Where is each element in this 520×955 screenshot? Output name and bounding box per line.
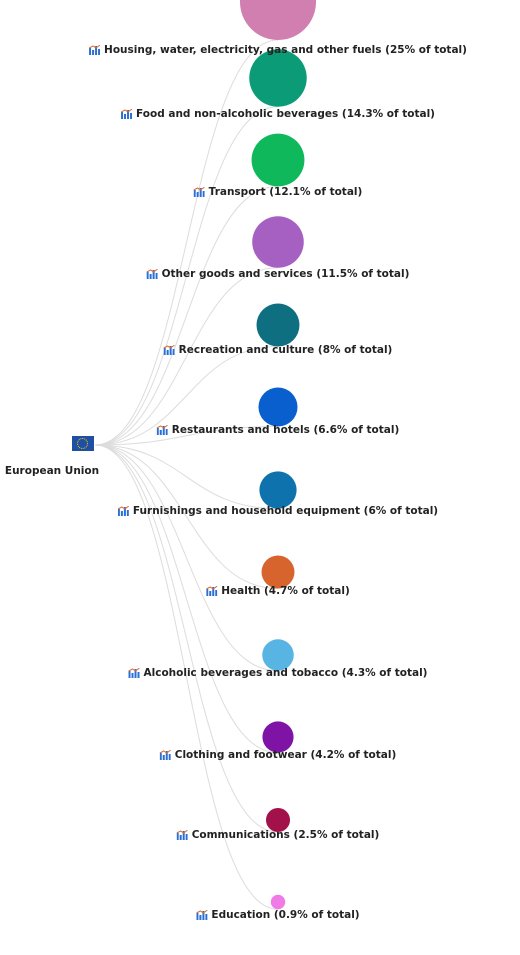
category-node[interactable] — [262, 721, 294, 753]
tree-link — [94, 106, 279, 446]
category-node[interactable] — [252, 216, 304, 268]
category-node[interactable] — [256, 303, 300, 347]
category-node[interactable] — [240, 0, 316, 40]
category-label[interactable]: Health (4.7% of total) — [206, 585, 350, 597]
category-node[interactable] — [265, 807, 291, 833]
category-label[interactable]: Housing, water, electricity, gas and oth… — [89, 44, 467, 56]
bar-chart-icon — [117, 506, 129, 516]
category-node[interactable] — [249, 49, 307, 107]
category-label[interactable]: Transport (12.1% of total) — [193, 186, 363, 198]
category-label-text: Health (4.7% of total) — [221, 585, 350, 597]
bar-chart-icon — [206, 586, 218, 596]
tree-link — [94, 39, 279, 446]
category-label[interactable]: Communications (2.5% of total) — [176, 829, 380, 841]
category-label[interactable]: Clothing and footwear (4.2% of total) — [159, 749, 397, 761]
tree-link — [94, 444, 279, 754]
category-label-text: Education (0.9% of total) — [211, 909, 360, 921]
bar-chart-icon — [156, 425, 168, 435]
tree-link — [94, 345, 279, 446]
category-label-text: Transport (12.1% of total) — [208, 186, 363, 198]
tree-link — [94, 444, 279, 833]
category-label[interactable]: Education (0.9% of total) — [196, 909, 360, 921]
category-node[interactable] — [258, 387, 298, 427]
category-label[interactable]: Food and non-alcoholic beverages (14.3% … — [121, 108, 435, 120]
category-label-text: Food and non-alcoholic beverages (14.3% … — [136, 108, 435, 120]
category-node[interactable] — [270, 894, 286, 910]
bar-chart-icon — [163, 345, 175, 355]
category-node[interactable] — [261, 555, 295, 589]
category-label[interactable]: Recreation and culture (8% of total) — [163, 344, 393, 356]
category-label[interactable]: Restaurants and hotels (6.6% of total) — [156, 424, 400, 436]
category-node[interactable] — [259, 471, 297, 509]
category-label[interactable]: Furnishings and household equipment (6% … — [117, 505, 439, 517]
bar-chart-icon — [176, 830, 188, 840]
tree-link — [94, 444, 279, 672]
tree-link — [94, 444, 279, 910]
bar-chart-icon — [89, 45, 101, 55]
category-label-text: Alcoholic beverages and tobacco (4.3% of… — [143, 667, 428, 679]
tree-link — [94, 426, 279, 446]
bar-chart-icon — [146, 269, 158, 279]
bar-chart-icon — [193, 187, 205, 197]
category-label-text: Housing, water, electricity, gas and oth… — [104, 44, 467, 56]
category-node[interactable] — [251, 133, 305, 187]
bar-chart-icon — [159, 750, 171, 760]
category-label[interactable]: Alcoholic beverages and tobacco (4.3% of… — [128, 667, 428, 679]
bar-chart-icon — [121, 109, 133, 119]
bar-chart-icon — [196, 910, 208, 920]
category-node[interactable] — [262, 639, 294, 671]
category-label-text: Furnishings and household equipment (6% … — [132, 505, 439, 517]
tree-link — [94, 185, 279, 446]
tree-link — [94, 444, 279, 510]
category-label-text: Recreation and culture (8% of total) — [178, 344, 393, 356]
bar-chart-icon — [128, 668, 140, 678]
root-node[interactable]: European Union — [0, 436, 104, 477]
eu-flag-icon — [72, 436, 94, 451]
tree-link — [94, 444, 279, 589]
category-label-text: Restaurants and hotels (6.6% of total) — [171, 424, 400, 436]
root-label: European Union — [4, 465, 100, 477]
category-label[interactable]: Other goods and services (11.5% of total… — [146, 268, 410, 280]
tree-link — [94, 267, 279, 446]
category-label-text: Clothing and footwear (4.2% of total) — [174, 749, 397, 761]
category-label-text: Other goods and services (11.5% of total… — [161, 268, 410, 280]
category-label-text: Communications (2.5% of total) — [191, 829, 380, 841]
